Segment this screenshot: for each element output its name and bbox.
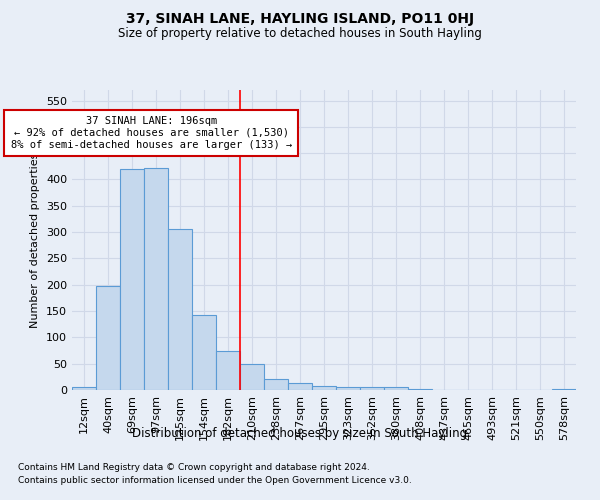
Bar <box>384 388 408 390</box>
Bar <box>240 364 264 390</box>
Bar <box>312 386 336 390</box>
Bar <box>336 388 360 390</box>
Bar <box>72 388 96 390</box>
Text: Distribution of detached houses by size in South Hayling: Distribution of detached houses by size … <box>133 428 467 440</box>
Bar <box>408 389 432 390</box>
Text: Size of property relative to detached houses in South Hayling: Size of property relative to detached ho… <box>118 28 482 40</box>
Bar <box>120 169 144 390</box>
Bar <box>216 350 240 390</box>
Text: 37, SINAH LANE, HAYLING ISLAND, PO11 0HJ: 37, SINAH LANE, HAYLING ISLAND, PO11 0HJ <box>126 12 474 26</box>
Bar <box>192 314 216 390</box>
Bar <box>552 389 576 390</box>
Text: Contains public sector information licensed under the Open Government Licence v3: Contains public sector information licen… <box>18 476 412 485</box>
Bar <box>144 168 168 390</box>
Text: Contains HM Land Registry data © Crown copyright and database right 2024.: Contains HM Land Registry data © Crown c… <box>18 464 370 472</box>
Text: 37 SINAH LANE: 196sqm
← 92% of detached houses are smaller (1,530)
8% of semi-de: 37 SINAH LANE: 196sqm ← 92% of detached … <box>11 116 292 150</box>
Bar <box>288 383 312 390</box>
Bar <box>168 230 192 390</box>
Bar <box>360 388 384 390</box>
Bar <box>96 286 120 390</box>
Bar <box>264 380 288 390</box>
Y-axis label: Number of detached properties: Number of detached properties <box>31 152 40 328</box>
